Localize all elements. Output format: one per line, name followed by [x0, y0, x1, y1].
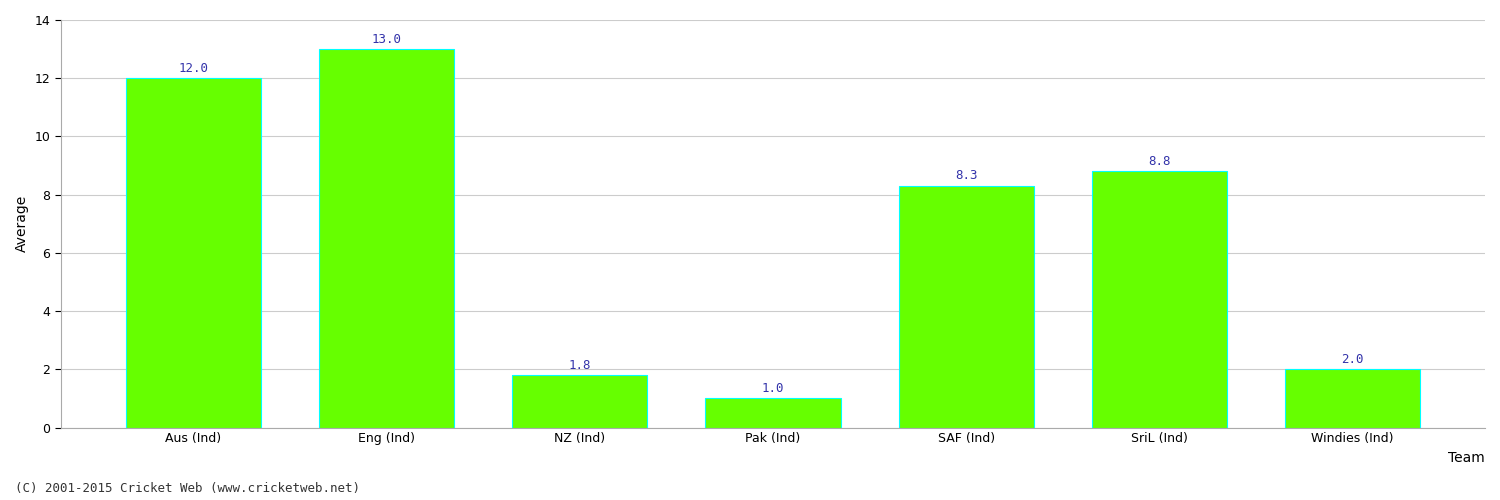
Text: 8.8: 8.8 [1148, 155, 1170, 168]
Text: 1.0: 1.0 [762, 382, 784, 395]
Text: 2.0: 2.0 [1341, 353, 1364, 366]
Bar [320, 49, 454, 428]
Text: 8.3: 8.3 [956, 170, 978, 182]
Text: (C) 2001-2015 Cricket Web (www.cricketweb.net): (C) 2001-2015 Cricket Web (www.cricketwe… [15, 482, 360, 495]
Bar [1286, 370, 1420, 428]
Y-axis label: Average: Average [15, 195, 28, 252]
Text: 1.8: 1.8 [568, 358, 591, 372]
Bar [898, 186, 1034, 428]
Bar [512, 375, 648, 428]
Text: 12.0: 12.0 [178, 62, 209, 74]
Bar [705, 398, 840, 428]
Text: 13.0: 13.0 [372, 32, 402, 46]
Bar [126, 78, 261, 428]
X-axis label: Team: Team [1448, 451, 1485, 465]
Bar [1092, 172, 1227, 428]
